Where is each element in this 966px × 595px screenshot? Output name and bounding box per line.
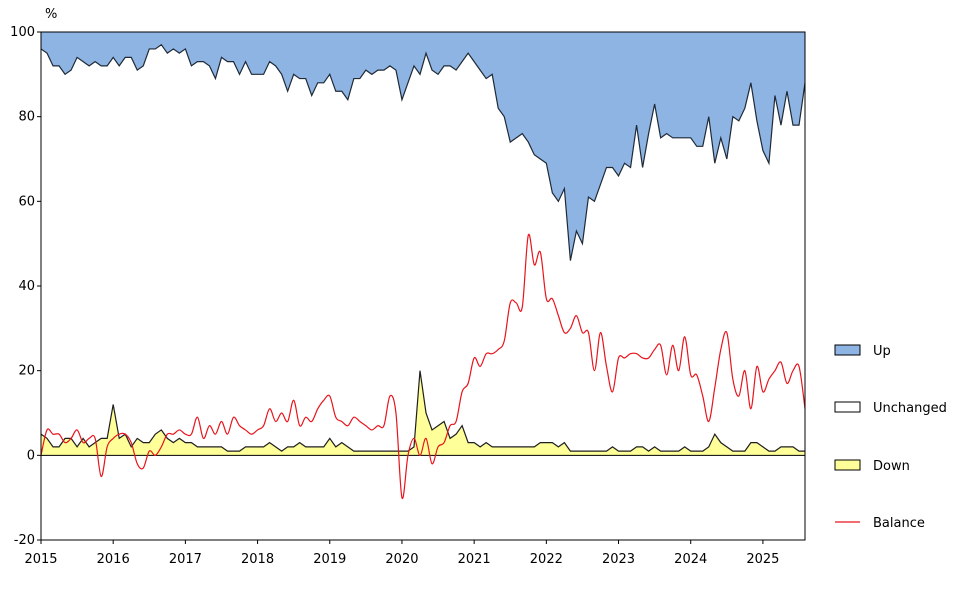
down-boundary-line: [40, 370, 806, 452]
x-tick-label: 2020: [385, 552, 418, 567]
y-tick-label: 100: [10, 25, 35, 40]
x-tick-label: 2019: [313, 552, 346, 567]
x-tick-label: 2025: [746, 552, 779, 567]
legend-swatch-down: [834, 459, 861, 471]
up-boundary-line: [40, 43, 806, 261]
legend-label-unchanged: Unchanged: [873, 401, 947, 416]
legend-label-down: Down: [873, 459, 910, 474]
x-tick-label: 2016: [97, 552, 130, 567]
legend: Up Unchanged Down Balance: [834, 344, 947, 531]
plot-area: [40, 32, 806, 540]
x-tick-label: 2018: [241, 552, 274, 567]
y-tick-label: 60: [18, 194, 35, 209]
y-tick-label: 80: [18, 110, 35, 125]
down-area: [41, 370, 806, 456]
y-tick-label: 0: [27, 448, 35, 463]
x-tick-label: 2017: [169, 552, 202, 567]
up-area: [41, 32, 806, 261]
legend-swatch-up: [834, 344, 861, 356]
y-unit-label: %: [45, 7, 57, 22]
y-tick-label: -20: [14, 533, 35, 548]
x-tick-label: 2015: [24, 552, 57, 567]
x-tick-label: 2021: [458, 552, 491, 567]
legend-swatch-unchanged: [834, 401, 861, 413]
x-tick-label: 2023: [602, 552, 635, 567]
axes: -20 0 20 40 60 80 100 2015 2016 2017 2018 2019 2020 2…: [10, 25, 806, 567]
y-tick-label: 20: [18, 364, 35, 379]
legend-label-up: Up: [873, 344, 891, 359]
x-tick-label: 2022: [530, 552, 563, 567]
balance-line: [40, 233, 806, 499]
legend-label-balance: Balance: [873, 516, 925, 531]
y-tick-label: 40: [18, 279, 35, 294]
x-tick-label: 2024: [674, 552, 707, 567]
